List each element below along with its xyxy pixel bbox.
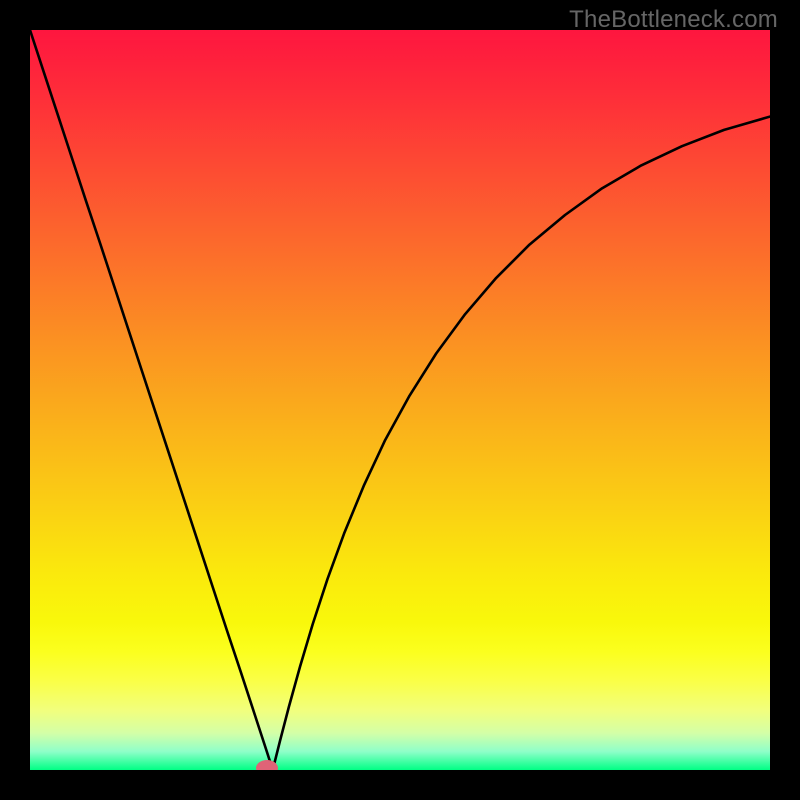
watermark-text: TheBottleneck.com: [569, 6, 778, 34]
chart-frame: TheBottleneck.com: [0, 0, 800, 800]
minimum-marker: [256, 760, 278, 770]
curve-left-branch: [30, 30, 273, 770]
curve-right-branch: [273, 117, 770, 770]
plot-area: [30, 30, 770, 770]
curve-svg: [30, 30, 770, 770]
